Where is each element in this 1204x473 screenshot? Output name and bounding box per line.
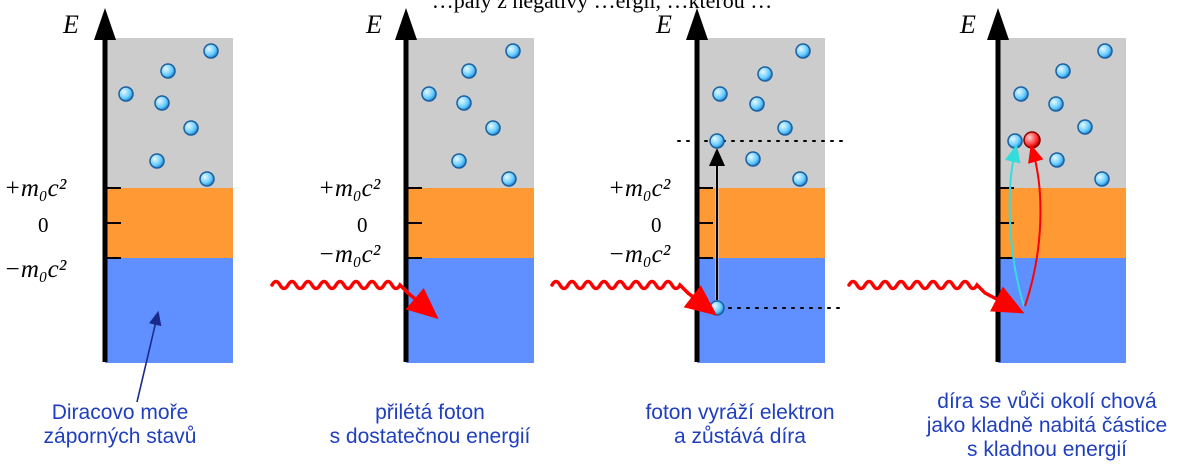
axis-label-e: E bbox=[959, 10, 976, 39]
caption-line: a zůstává díra bbox=[674, 425, 806, 448]
electron bbox=[777, 120, 793, 136]
electron bbox=[712, 86, 728, 102]
gap-band bbox=[406, 188, 534, 258]
level-label-zero: 0 bbox=[38, 213, 49, 237]
level-label-plus: +m₀c² bbox=[608, 175, 671, 202]
electron bbox=[199, 171, 215, 187]
axis-arrowhead bbox=[686, 8, 708, 40]
electron bbox=[1013, 86, 1029, 102]
caption-pointer-arrow bbox=[136, 310, 162, 403]
level-label-plus: +m₀c² bbox=[318, 175, 381, 202]
electron bbox=[154, 95, 170, 111]
electron bbox=[505, 43, 521, 59]
electron bbox=[485, 120, 501, 136]
level-label-plus: +m₀c² bbox=[4, 175, 67, 202]
excited-electron bbox=[709, 133, 725, 149]
panel-4: E bbox=[847, 8, 1126, 363]
electron bbox=[451, 153, 467, 169]
electron bbox=[745, 151, 761, 167]
electron bbox=[1097, 43, 1113, 59]
photon-wave bbox=[847, 279, 1025, 314]
electron bbox=[118, 86, 134, 102]
level-label-minus: −m₀c² bbox=[608, 241, 671, 268]
sea-electron bbox=[709, 300, 725, 316]
red-hole-arrow bbox=[1024, 144, 1044, 307]
electron bbox=[456, 95, 472, 111]
electron bbox=[183, 120, 199, 136]
dirac-sea-band bbox=[105, 258, 233, 363]
electron bbox=[501, 171, 517, 187]
electrons bbox=[421, 43, 521, 187]
caption-line: jako kladně nabitá částice bbox=[926, 414, 1168, 437]
caption-line: přilétá foton bbox=[375, 401, 485, 424]
panel-1: E +m₀c² 0 −m₀c² bbox=[4, 8, 233, 403]
electron bbox=[1048, 96, 1064, 112]
electron bbox=[1094, 171, 1110, 187]
electron bbox=[792, 171, 808, 187]
gap-band bbox=[998, 188, 1126, 258]
gap-band bbox=[105, 188, 233, 258]
caption-panel-4: díra se vůči okolí chová jako kladně nab… bbox=[892, 390, 1202, 462]
electron bbox=[1077, 119, 1093, 135]
caption-line: foton vyráží elektron bbox=[645, 401, 835, 424]
electron bbox=[1055, 63, 1071, 79]
hole-particle bbox=[1023, 131, 1041, 149]
level-label-minus: −m₀c² bbox=[4, 256, 67, 283]
upper-band bbox=[105, 38, 233, 188]
excited-electron bbox=[1007, 133, 1023, 149]
axis-arrowhead bbox=[94, 8, 116, 40]
level-label-zero: 0 bbox=[357, 213, 368, 237]
electron bbox=[757, 66, 773, 82]
caption-line: Diracovo moře bbox=[51, 401, 189, 424]
caption-panel-1: Diracovo moře záporných stavů bbox=[5, 401, 235, 449]
level-label-zero: 0 bbox=[651, 213, 662, 237]
caption-line: s dostatečnou energií bbox=[329, 425, 531, 448]
electrons bbox=[1007, 43, 1113, 187]
caption-line: záporných stavů bbox=[43, 425, 197, 448]
level-label-minus: −m₀c² bbox=[318, 241, 381, 268]
electron bbox=[421, 86, 437, 102]
axis-label-e: E bbox=[655, 10, 672, 39]
panel-2: E +m₀c² 0 −m₀c² bbox=[270, 8, 534, 363]
electron bbox=[795, 43, 811, 59]
electron bbox=[203, 43, 219, 59]
caption-line: díra se vůči okolí chová bbox=[937, 390, 1157, 413]
electron bbox=[160, 63, 176, 79]
photon-wave bbox=[550, 279, 718, 316]
axis-label-e: E bbox=[365, 10, 382, 39]
dirac-sea-band bbox=[406, 258, 534, 363]
axis-label-e: E bbox=[62, 10, 79, 39]
panel-3: E +m₀c² 0 −m₀c² bbox=[550, 8, 847, 363]
electron bbox=[1049, 152, 1065, 168]
electron bbox=[149, 153, 165, 169]
axis-arrowhead bbox=[395, 8, 417, 40]
electrons bbox=[118, 43, 219, 187]
caption-line: s kladnou energií bbox=[967, 438, 1127, 461]
caption-panel-2: přilétá foton s dostatečnou energií bbox=[300, 401, 560, 449]
top-text-fragment: …pály z negativy …ergií, …kterou … bbox=[431, 0, 773, 13]
caption-panel-3: foton vyráží elektron a zůstává díra bbox=[610, 401, 870, 449]
photon-wave bbox=[270, 279, 439, 320]
dirac-sea-band bbox=[998, 258, 1126, 363]
upper-band bbox=[406, 38, 534, 188]
axis-arrowhead bbox=[987, 8, 1009, 40]
electron bbox=[461, 63, 477, 79]
electron bbox=[749, 96, 765, 112]
electrons bbox=[712, 43, 811, 187]
